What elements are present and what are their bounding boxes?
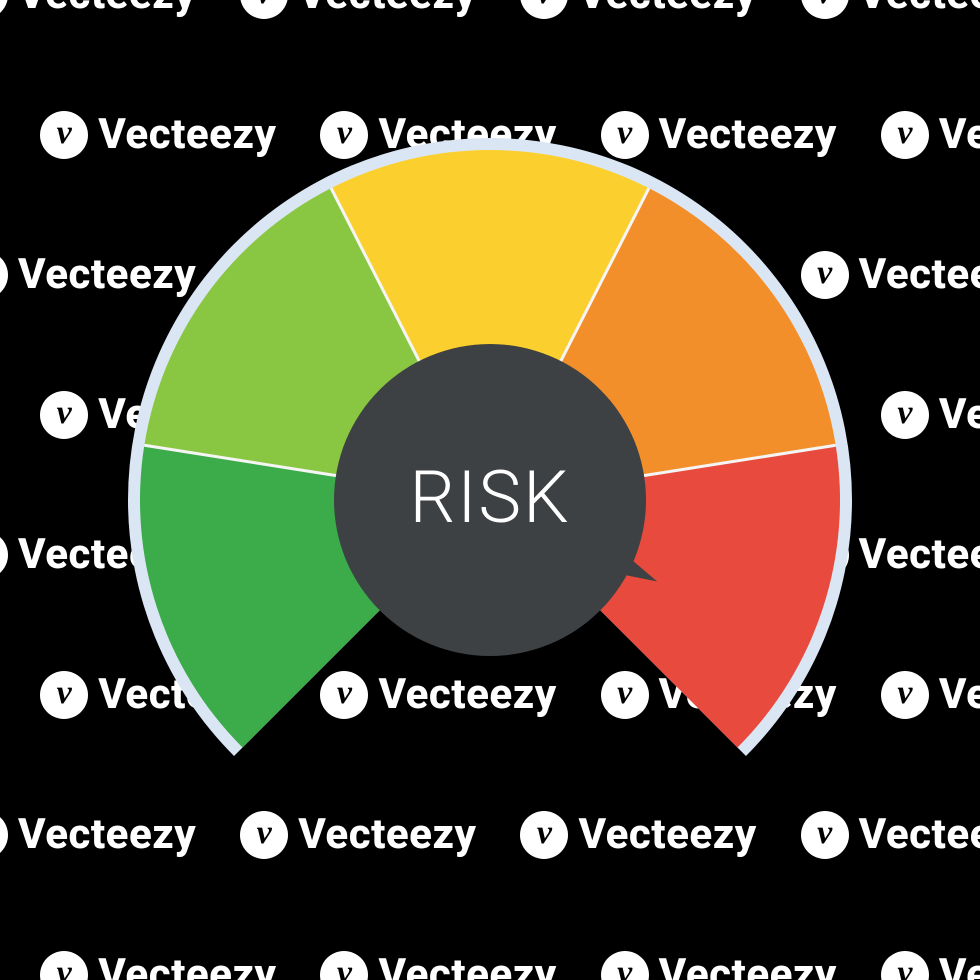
risk-gauge: RISK (0, 0, 980, 980)
gauge-layer: RISK (0, 0, 980, 980)
stage: vVecteezyvVecteezyvVecteezyvVecteezyvVec… (0, 0, 980, 980)
gauge-center-label: RISK (409, 455, 570, 540)
